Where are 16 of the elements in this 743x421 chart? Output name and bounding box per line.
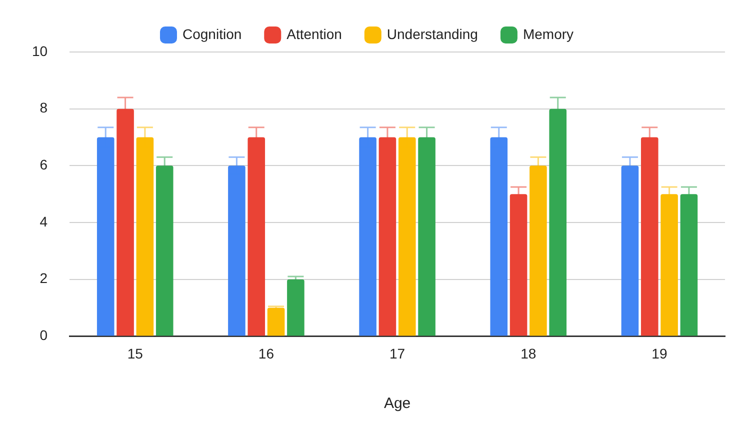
x-tick-label: 16 xyxy=(258,345,274,362)
x-tick-label: 19 xyxy=(652,345,668,362)
x-tick-label: 15 xyxy=(127,345,144,362)
legend-label: Attention xyxy=(286,26,342,42)
y-tick-label: 0 xyxy=(40,327,48,344)
x-tick-label: 17 xyxy=(389,345,406,362)
x-axis-title: Age xyxy=(384,395,411,412)
y-tick-label: 10 xyxy=(32,42,48,59)
y-tick-label: 6 xyxy=(40,156,48,173)
x-tick-label: 18 xyxy=(520,345,536,362)
y-tick-label: 4 xyxy=(40,213,48,230)
legend-label: Memory xyxy=(522,26,574,42)
legend-label: Cognition xyxy=(182,26,242,42)
legend-label: Understanding xyxy=(386,26,478,42)
y-tick-label: 8 xyxy=(40,100,48,116)
y-tick-label: 2 xyxy=(40,270,48,286)
